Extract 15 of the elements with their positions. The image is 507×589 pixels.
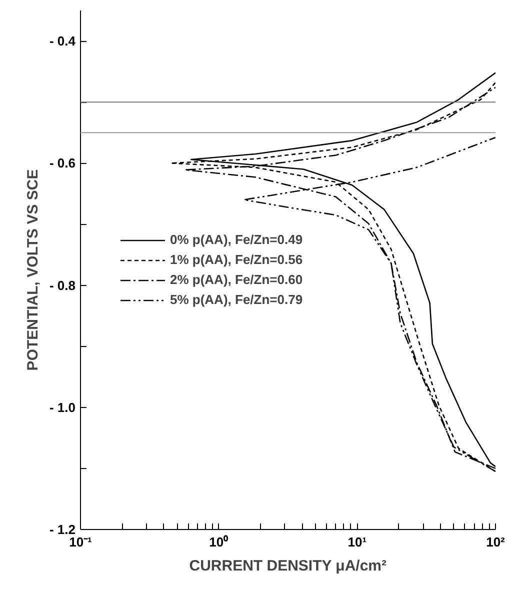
- y-tick-label: - 0.8: [49, 278, 76, 293]
- y-tick-label: - 1.0: [49, 400, 76, 415]
- legend-label: 2% p(AA), Fe/Zn=0.60: [170, 272, 303, 287]
- y-tick-label: - 0.4: [49, 34, 76, 49]
- y-tick-label: - 1.2: [49, 522, 76, 537]
- legend-label: 0% p(AA), Fe/Zn=0.49: [170, 232, 303, 247]
- y-tick-label: - 0.6: [49, 156, 76, 171]
- legend-label: 5% p(AA), Fe/Zn=0.79: [170, 292, 303, 307]
- x-tick-label: 10¹: [348, 534, 367, 550]
- legend-label: 1% p(AA), Fe/Zn=0.56: [170, 252, 303, 267]
- x-tick-label: 10⁻¹: [69, 534, 92, 550]
- x-tick-label: 10²: [486, 534, 506, 550]
- y-axis-title: POTENTIAL, VOLTS VS SCE: [24, 169, 42, 371]
- x-axis-title: CURRENT DENSITY μA/cm²: [189, 558, 386, 574]
- x-tick-label: 10⁰: [209, 534, 229, 550]
